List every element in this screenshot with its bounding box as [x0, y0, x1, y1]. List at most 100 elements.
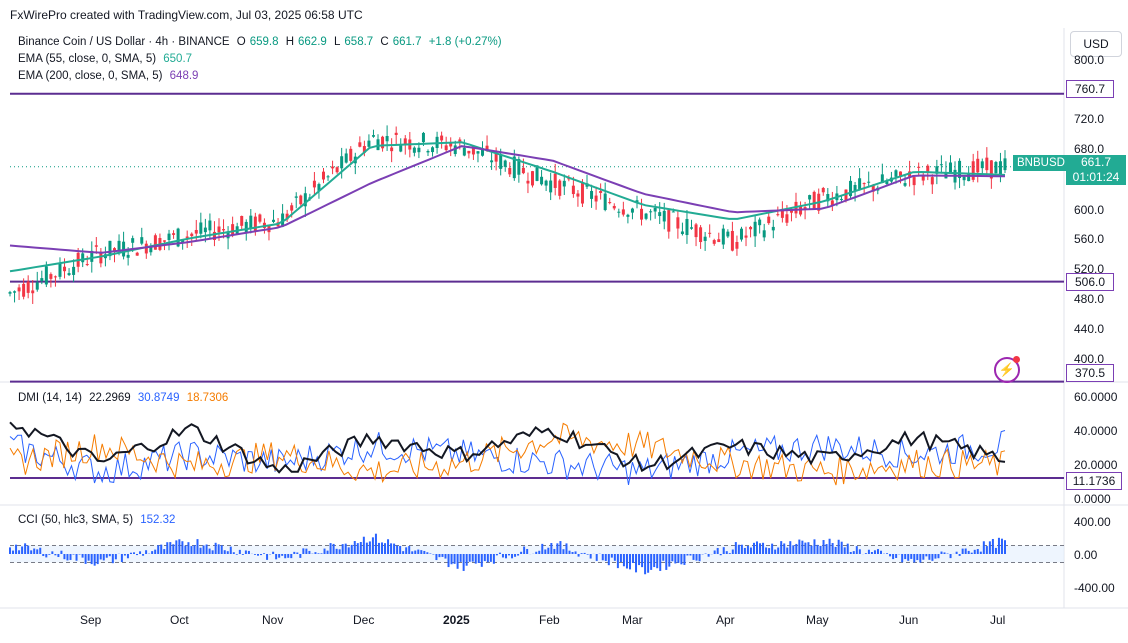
- candle-body: [63, 266, 67, 272]
- candle-body: [440, 135, 444, 141]
- candle-body: [176, 228, 180, 247]
- ema55-label: EMA (55, close, 0, SMA, 5): [18, 53, 157, 65]
- candle-body: [112, 248, 116, 252]
- candle-body: [494, 151, 498, 162]
- candle-body: [317, 184, 321, 191]
- ema55-legend: EMA (55, close, 0, SMA, 5) 650.7: [18, 53, 196, 65]
- candle-body: [140, 237, 144, 244]
- adx-line: [9, 421, 1006, 474]
- candle-body: [385, 136, 389, 142]
- candle-body: [935, 166, 939, 174]
- candle-body: [94, 245, 98, 247]
- cci-legend: CCI (50, hlc3, SMA, 5) 152.32: [18, 514, 179, 526]
- low-label: L: [334, 36, 341, 48]
- candle-body: [499, 155, 503, 169]
- candle-body: [921, 175, 925, 181]
- candle-body: [658, 212, 662, 217]
- candle-body: [717, 239, 721, 243]
- candle-body: [767, 216, 771, 224]
- candle-body: [331, 166, 335, 169]
- candle-body: [912, 177, 916, 186]
- ema200-value: 648.9: [169, 70, 199, 82]
- cci-label: CCI (50, hlc3, SMA, 5): [18, 514, 134, 526]
- candle-body: [680, 231, 684, 235]
- candle-body: [349, 148, 353, 161]
- candle-body: [749, 226, 753, 230]
- dmi-minus-value: 18.7306: [186, 392, 229, 404]
- candle-body: [303, 193, 307, 207]
- candle-body: [412, 147, 416, 153]
- ema200-label: EMA (200, close, 0, SMA, 5): [18, 70, 163, 82]
- close-label: C: [380, 36, 389, 48]
- candle-body: [635, 200, 639, 203]
- candle-body: [449, 142, 453, 147]
- candle-body: [667, 210, 671, 232]
- candle-body: [167, 233, 171, 240]
- candle-body: [726, 231, 730, 237]
- candle-body: [340, 156, 344, 169]
- notification-dot: [1013, 356, 1020, 363]
- lightning-icon[interactable]: ⚡: [994, 356, 1020, 383]
- currency-button[interactable]: USD: [1070, 31, 1122, 57]
- candle-body: [676, 217, 680, 229]
- candle-body: [144, 243, 148, 254]
- candle-body: [199, 222, 203, 234]
- candle-body: [517, 159, 521, 175]
- candle-body: [381, 136, 385, 149]
- symbol-text: Binance Coin / US Dollar · 4h · BINANCE: [18, 36, 230, 48]
- candle-body: [862, 183, 866, 185]
- credit-text: FxWirePro created with TradingView.com, …: [10, 8, 363, 22]
- candle-body: [871, 185, 875, 192]
- candle-body: [926, 165, 930, 172]
- x-tick: Oct: [170, 613, 189, 627]
- candle-body: [272, 219, 276, 222]
- candle-body: [444, 145, 448, 151]
- candle-body: [808, 195, 812, 200]
- candle-body: [13, 291, 17, 293]
- candle-body: [708, 232, 712, 234]
- candle-body: [930, 177, 934, 185]
- candle-body: [853, 184, 857, 191]
- change-value: +1.8 (+0.27%): [428, 36, 502, 48]
- candle-body: [17, 287, 21, 292]
- level-tag-bottom: 370.5: [1066, 364, 1114, 382]
- candle-body: [90, 250, 94, 262]
- candle-body: [512, 156, 516, 179]
- candle-body: [785, 214, 789, 223]
- candle-body: [839, 198, 843, 200]
- candle-body: [562, 180, 566, 187]
- candle-body: [821, 187, 825, 193]
- dmi-plus-value: 30.8749: [137, 392, 180, 404]
- candle-body: [485, 145, 489, 150]
- candle-body: [699, 227, 703, 243]
- candle-body: [590, 190, 594, 199]
- cci-value: 152.32: [140, 514, 176, 526]
- candle-body: [240, 215, 244, 226]
- candle-body: [117, 240, 121, 251]
- open-label: O: [236, 36, 246, 48]
- candle-body: [958, 160, 962, 179]
- cci-tick: -400.00: [1074, 581, 1115, 595]
- price-tick: 600.0: [1074, 203, 1105, 217]
- candle-body: [540, 176, 544, 185]
- candle-body: [739, 228, 743, 240]
- candle-body: [880, 174, 884, 184]
- candle-body: [998, 161, 1002, 175]
- candle-body: [894, 170, 898, 177]
- candle-body: [67, 273, 71, 276]
- candle-body: [212, 231, 216, 241]
- x-tick: Feb: [539, 613, 560, 627]
- candle-body: [321, 171, 325, 180]
- candle-body: [758, 219, 762, 226]
- x-tick: Jun: [899, 613, 919, 627]
- candle-body: [849, 180, 853, 197]
- candle-body: [867, 181, 871, 183]
- open-value: 659.8: [249, 36, 279, 48]
- candle-body: [744, 235, 748, 238]
- candle-body: [421, 132, 425, 143]
- candle-body: [390, 147, 394, 152]
- dmi-label: DMI (14, 14): [18, 392, 82, 404]
- candle-body: [558, 180, 562, 196]
- candle-body: [771, 226, 775, 231]
